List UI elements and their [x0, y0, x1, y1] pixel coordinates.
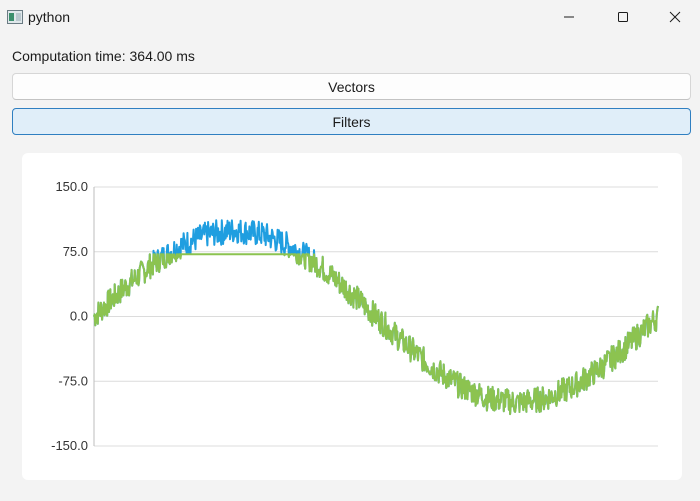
maximize-button[interactable] — [600, 0, 646, 34]
window-title: python — [28, 9, 71, 25]
y-tick-label-2: 0.0 — [70, 309, 88, 324]
computation-time-label: Computation time: 364.00 ms — [12, 48, 195, 64]
y-tick-label-3: -75.0 — [58, 373, 88, 388]
signal-chart: 150.0 75.0 0.0 -75.0 -150.0 — [51, 179, 659, 453]
vectors-button[interactable]: Vectors — [12, 73, 691, 100]
y-tick-label-4: -150.0 — [51, 438, 88, 453]
filtered-signal-line — [93, 253, 659, 416]
close-button[interactable] — [652, 0, 698, 34]
filters-button[interactable]: Filters — [12, 108, 691, 135]
maximize-icon — [618, 12, 628, 22]
python-app-icon — [7, 10, 23, 24]
title-bar: python — [0, 0, 700, 34]
chart-panel: 150.0 75.0 0.0 -75.0 -150.0 — [22, 153, 682, 480]
close-icon — [669, 11, 681, 23]
y-tick-label-0: 150.0 — [55, 179, 88, 194]
y-tick-label-1: 75.0 — [63, 244, 88, 259]
minimize-button[interactable] — [546, 0, 592, 34]
minimize-icon — [564, 16, 574, 18]
